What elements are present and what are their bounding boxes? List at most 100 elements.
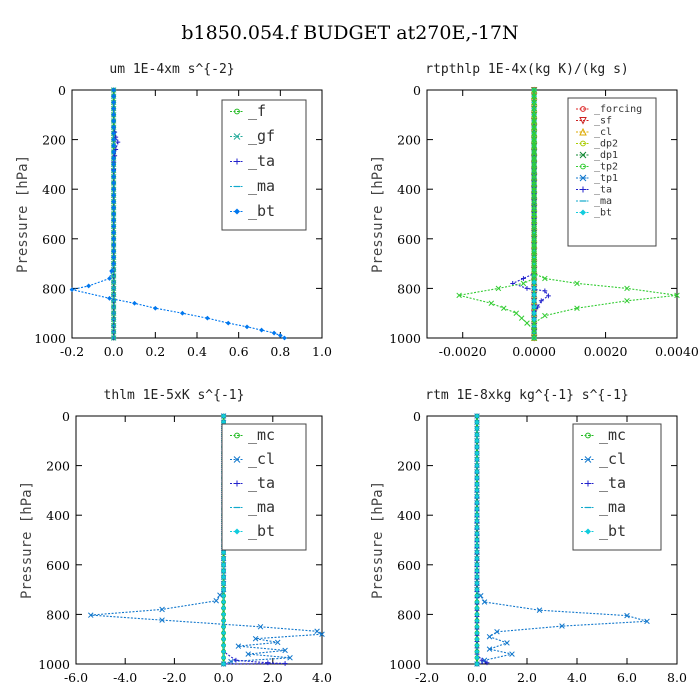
data-point: [474, 562, 480, 568]
data-point: [282, 661, 288, 666]
data-point: [474, 413, 480, 419]
legend-marker: [234, 480, 240, 487]
x-tick-label: 2.0: [263, 670, 283, 685]
data-point: [474, 500, 480, 506]
data-point: [531, 206, 537, 213]
data-point: [531, 212, 537, 219]
data-point: [531, 118, 537, 125]
data-point: [531, 244, 537, 250]
x-tick-label: 1.0: [312, 344, 332, 359]
data-point: [542, 275, 548, 282]
data-point: [542, 312, 548, 319]
data-point: [221, 574, 226, 580]
legend: _forcing_sf_cl_dp2_dp1_tp2_tp1_ta_ma_bt: [567, 97, 657, 247]
y-axis-label: Pressure [hPa]: [370, 155, 386, 273]
series-ta: [510, 87, 551, 341]
data-point: [474, 543, 480, 549]
x-tick-label: 0.0000: [512, 344, 556, 359]
data-point: [531, 160, 537, 167]
data-point: [111, 137, 117, 142]
data-point: [644, 618, 650, 625]
legend: _f _gf _ta _ma _bt: [221, 99, 307, 231]
data-point: [221, 630, 226, 636]
data-point: [474, 488, 480, 493]
data-point: [531, 219, 537, 225]
legend-marker: [234, 108, 240, 115]
legend: _mc _cl _ta _ma _bt: [572, 423, 662, 551]
data-point: [488, 300, 495, 307]
data-point: [474, 450, 480, 456]
data-point: [531, 264, 537, 271]
y-tick-label: 200: [397, 459, 421, 474]
plot-frame: [75, 415, 323, 665]
y-tick-label: 1000: [389, 657, 421, 672]
y-tick-label: 1000: [389, 331, 421, 346]
series-bt: [474, 413, 480, 667]
data-point: [531, 131, 537, 137]
x-tick-label: 2.0: [517, 670, 537, 685]
data-point: [474, 432, 480, 437]
y-tick-label: 800: [46, 607, 70, 622]
data-point: [474, 550, 480, 555]
data-point: [531, 162, 537, 169]
data-point: [159, 606, 165, 613]
legend-label: _tp2: [594, 162, 618, 173]
legend-marker: [234, 432, 240, 439]
y-tick-label: 800: [397, 281, 421, 296]
data-point: [531, 93, 537, 100]
data-point: [474, 525, 480, 530]
data-point: [474, 643, 480, 648]
data-point: [474, 469, 480, 475]
data-point: [111, 230, 117, 235]
data-point: [111, 261, 117, 266]
data-point: [531, 225, 537, 231]
series-unnamed-11: [456, 87, 537, 341]
y-tick-label: 800: [397, 607, 421, 622]
data-point: [474, 481, 480, 487]
data-point: [221, 655, 226, 661]
y-tick-label: 1000: [34, 331, 66, 346]
x-tick-label: 0.0040: [655, 344, 699, 359]
legend-marker: [580, 163, 586, 170]
data-point: [111, 155, 117, 161]
data-point: [271, 330, 277, 336]
data-point: [474, 593, 480, 599]
series-line: [71, 90, 285, 339]
data-point: [221, 556, 226, 561]
legend-label: _bt: [599, 522, 626, 540]
data-point: [235, 643, 242, 649]
data-point: [474, 630, 480, 636]
data-point: [111, 87, 117, 93]
data-point: [159, 617, 165, 623]
data-point: [531, 327, 537, 334]
legend-box: [221, 99, 307, 231]
data-point: [111, 162, 117, 167]
data-point: [221, 618, 226, 623]
data-point: [111, 106, 117, 111]
data-point: [479, 657, 485, 663]
data-point: [538, 298, 544, 304]
data-point: [221, 568, 226, 574]
series-bt: [69, 87, 287, 341]
x-tick-label: 0.6: [229, 344, 249, 359]
data-point: [107, 295, 112, 301]
panel-title: um 1E-4xm s^{-2}: [109, 62, 234, 77]
data-point: [277, 333, 283, 338]
data-point: [484, 660, 490, 666]
data-point: [474, 587, 480, 592]
data-point: [531, 256, 537, 263]
data-point: [474, 494, 480, 499]
x-tick-label: 4.0: [312, 670, 332, 685]
data-point: [221, 636, 226, 642]
data-point: [474, 444, 480, 450]
legend-label: _ma: [248, 498, 275, 516]
data-point: [624, 298, 630, 304]
data-point: [474, 605, 480, 611]
data-point: [274, 639, 281, 646]
legend-marker: [234, 528, 240, 535]
data-point: [111, 149, 117, 155]
data-point: [257, 624, 264, 630]
x-tick-label: -2.0: [415, 670, 439, 685]
legend-label: _tp1: [594, 173, 618, 184]
y-tick-label: 200: [46, 459, 70, 474]
